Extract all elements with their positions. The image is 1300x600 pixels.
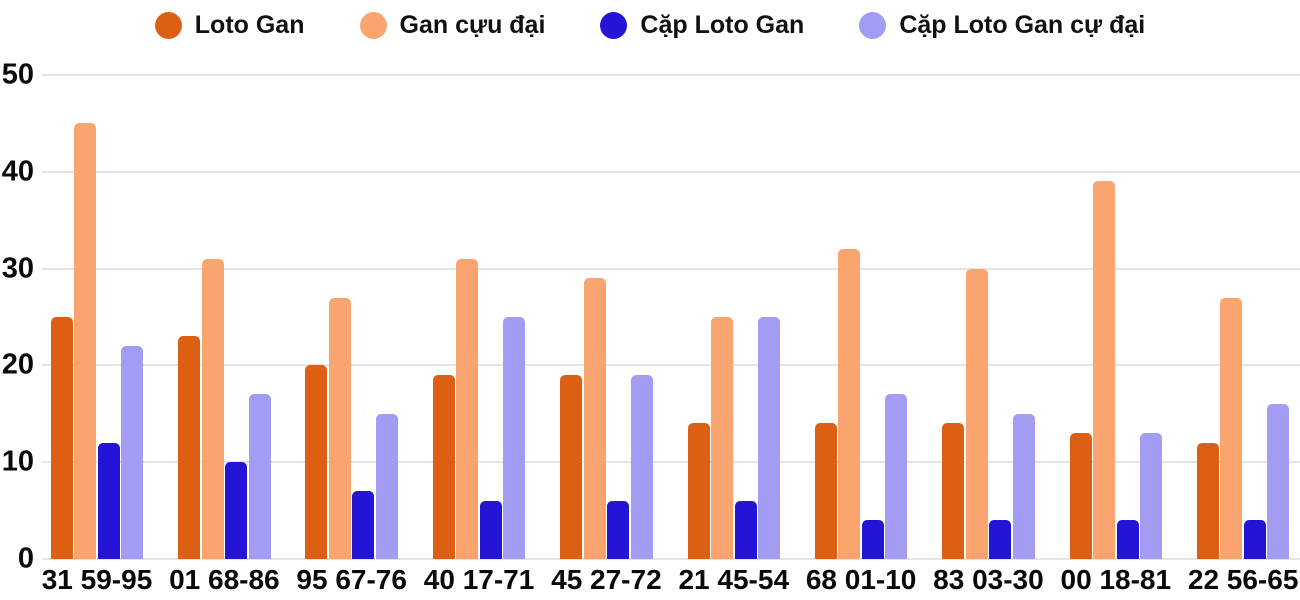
bar-cặp-loto-gan-cự-đại	[1012, 413, 1035, 559]
legend-label: Cặp Loto Gan	[640, 11, 805, 39]
bar-cặp-loto-gan-cự-đại	[758, 317, 780, 559]
bar-loto-gan	[50, 317, 73, 559]
bar-loto-gan	[1069, 433, 1092, 559]
bar-loto-gan	[178, 336, 201, 559]
x-axis-category-label: 22 56-65	[1187, 564, 1299, 595]
bar-gan-cựu-đại	[711, 317, 733, 559]
legend-item-cặp-loto-gan[interactable]: Cặp Loto Gan	[600, 10, 804, 40]
legend-swatch-icon	[600, 11, 628, 39]
y-axis-tick-label: 10	[1, 445, 34, 478]
x-axis-category-label: 40 17-71	[423, 564, 535, 595]
x-axis-category-label: 31 59-95	[41, 564, 153, 595]
bar-gan-cựu-đại	[1093, 181, 1116, 559]
bar-cặp-loto-gan	[352, 491, 375, 559]
legend-item-loto-gan[interactable]: Loto Gan	[154, 10, 305, 40]
bar-cặp-loto-gan-cự-đại	[375, 413, 398, 559]
gridline	[42, 267, 1300, 270]
x-axis-category-label: 01 68-86	[169, 564, 280, 595]
bar-loto-gan	[942, 423, 965, 559]
bar-cặp-loto-gan	[225, 462, 248, 559]
legend-swatch-icon	[359, 11, 387, 39]
legend-swatch-icon	[859, 11, 887, 39]
bar-cặp-loto-gan-cự-đại	[248, 394, 271, 559]
bar-cặp-loto-gan	[861, 520, 884, 559]
legend-swatch-icon	[154, 11, 182, 39]
y-axis-tick-label: 40	[1, 155, 34, 188]
bar-gan-cựu-đại	[201, 258, 224, 559]
bar-loto-gan	[687, 423, 710, 559]
legend-item-cặp-loto-gan-cự-đại[interactable]: Cặp Loto Gan cự đại	[859, 10, 1145, 40]
bar-cặp-loto-gan-cự-đại	[121, 346, 144, 559]
bar-cặp-loto-gan-cự-đại	[885, 394, 908, 559]
bar-gan-cựu-đại	[583, 278, 606, 559]
y-axis-tick-label: 20	[1, 348, 34, 381]
bar-cặp-loto-gan	[1243, 520, 1266, 559]
bar-cặp-loto-gan-cự-đại	[1140, 433, 1163, 559]
bar-loto-gan	[814, 423, 837, 559]
bar-loto-gan	[560, 375, 583, 559]
bar-cặp-loto-gan	[479, 500, 502, 559]
bar-cặp-loto-gan-cự-đại	[503, 317, 526, 559]
bar-gan-cựu-đại	[328, 297, 351, 559]
legend-label: Gan cựu đại	[399, 11, 546, 39]
bar-cặp-loto-gan-cự-đại	[630, 375, 653, 559]
x-axis-category-label: 00 18-81	[1060, 564, 1172, 595]
y-axis-tick-label: 50	[1, 58, 34, 91]
bar-loto-gan	[432, 375, 455, 559]
legend-label: Loto Gan	[194, 11, 305, 39]
chart-legend: Loto Gan Gan cựu đại Cặp Loto Gan Cặp Loto …	[0, 10, 1300, 40]
gridline	[42, 170, 1300, 173]
bar-cặp-loto-gan	[989, 520, 1012, 559]
bar-gan-cựu-đại	[838, 249, 861, 559]
bar-cặp-loto-gan-cự-đại	[1267, 404, 1290, 559]
bar-cặp-loto-gan	[734, 500, 757, 559]
x-axis-category-label: 83 03-30	[933, 564, 1044, 595]
legend-item-gan-cựu-đại[interactable]: Gan cựu đại	[359, 10, 546, 40]
bar-gan-cựu-đại	[74, 123, 97, 559]
bar-cặp-loto-gan	[97, 442, 120, 559]
gridline	[42, 364, 1300, 367]
x-axis-category-label: 68 01-10	[805, 564, 917, 595]
bar-loto-gan	[1196, 442, 1219, 559]
x-axis-category-label: 45 27-72	[551, 564, 662, 595]
bar-gan-cựu-đại	[965, 268, 988, 559]
y-axis-tick-label: 30	[1, 252, 34, 285]
gridline	[42, 558, 1300, 560]
bar-gan-cựu-đại	[1220, 297, 1243, 559]
y-axis-tick-label: 0	[17, 542, 34, 575]
legend-label: Cặp Loto Gan cự đại	[899, 11, 1146, 39]
x-axis-category-label: 95 67-76	[296, 564, 407, 595]
gridline	[42, 74, 1300, 76]
bar-gan-cựu-đại	[456, 258, 479, 559]
bar-loto-gan	[305, 365, 328, 559]
bar-cặp-loto-gan	[1116, 520, 1139, 559]
bar-cặp-loto-gan	[607, 500, 630, 559]
gridline	[42, 461, 1300, 464]
x-axis-category-label: 21 45-54	[678, 564, 790, 595]
